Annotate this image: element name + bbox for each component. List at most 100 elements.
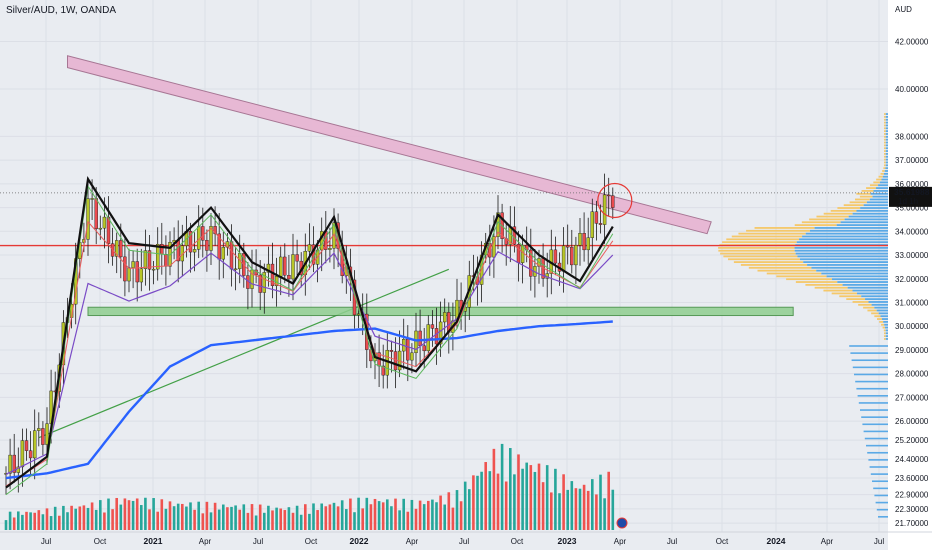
candle-body [151,268,156,271]
symbol-title: Silver/AUD, 1W, OANDA [6,5,117,16]
y-tick-label: 27.00000 [895,393,929,402]
volume-bar [459,501,463,530]
volume-bar [250,504,254,530]
candle-body [381,365,385,376]
volume-profile-bar [885,115,888,118]
volume-bar [37,510,41,530]
volume-bar [525,462,528,530]
volume-profile-bar [855,380,888,383]
volume-profile-bar [754,227,815,229]
y-tick-label: 25.20000 [895,436,929,445]
volume-bar [373,498,377,530]
volume-profile-bar [849,201,867,204]
price-axis-background [888,0,932,550]
volume-profile-bar [727,258,800,261]
volume-profile-bar [885,141,888,144]
volume-profile-bar [872,480,888,483]
volume-profile-bar [881,318,888,320]
volume-profile-bar [805,232,888,235]
volume-bar [49,516,53,530]
candle-body [98,227,103,230]
volume-bar [381,502,385,530]
y-tick-label: 33.00000 [895,251,929,260]
volume-bar [472,475,475,530]
volume-profile-bar [882,326,886,329]
volume-bar [345,509,348,530]
volume-bar [271,510,274,530]
candle-body [16,466,20,473]
volume-bar [246,512,250,530]
candle-body [553,249,558,264]
volume-profile-bar [840,221,888,224]
ma-20-line [5,220,614,487]
volume-bar [238,509,241,530]
candle-body [262,272,266,293]
volume-profile-bar [807,264,888,266]
volume-profile-bar [740,264,808,266]
volume-profile-bar [868,301,888,303]
volume-profile-bar [867,309,877,312]
y-tick-label: 21.70000 [895,519,929,528]
volume-bar [197,501,200,530]
volume-profile-bar [852,366,888,369]
volume-profile-bar [878,184,888,187]
volume-bar [25,511,28,530]
volume-bar [554,468,557,530]
volume-profile-bar [861,295,888,298]
volume-profile-bar [799,238,888,241]
volume-profile-bar [866,187,876,189]
volume-bar [410,499,414,530]
volume-profile-bar [885,329,888,332]
candle-body [422,345,426,352]
volume-profile-bar [882,175,888,178]
volume-profile-bar [726,238,800,241]
volume-profile-bar [856,387,888,390]
candle-body [434,328,439,345]
volume-bar [70,505,73,530]
volume-bar [582,484,586,530]
x-tick-label: Oct [511,537,524,546]
volume-profile-bar [885,118,888,121]
volume-profile-bar [884,153,886,155]
x-tick-label: 2022 [350,536,369,546]
volume-bar [349,498,352,530]
volume-profile-bar [884,332,886,335]
volume-bar [586,490,590,530]
volume-bar [443,504,446,530]
volume-bar [595,494,598,530]
volume-profile-bar [873,487,888,490]
volume-profile-bar [885,113,888,115]
volume-bar [58,515,61,530]
candle-body [410,352,414,361]
volume-bar [140,505,143,530]
candle-body [406,339,410,361]
y-tick-label: 40.00000 [895,85,929,94]
volume-bar [181,503,184,530]
y-tick-label: 42.00000 [895,38,929,47]
volume-bar [435,502,438,530]
candle-body [328,248,332,250]
volume-profile-bar [866,444,888,447]
volume-bar [242,504,246,530]
x-tick-label: Jul [667,537,677,546]
candle-body [611,195,615,208]
volume-bar [566,489,569,530]
volume-profile-bar [837,281,888,283]
volume-profile-bar [877,318,882,320]
volume-bar [422,504,426,530]
candle-body [24,440,29,451]
volume-profile-bar [847,286,888,289]
volume-profile-bar [865,298,888,301]
volume-bar [193,509,196,530]
volume-bar [99,500,102,530]
volume-profile-bar [863,204,888,207]
volume-bar [12,517,16,530]
volume-bar [41,514,45,530]
volume-bar [517,454,520,530]
candle-body [250,269,254,289]
candle-body [516,244,521,263]
volume-bar [185,506,188,530]
candle-body [279,256,283,277]
volume-profile-bar [803,261,888,264]
